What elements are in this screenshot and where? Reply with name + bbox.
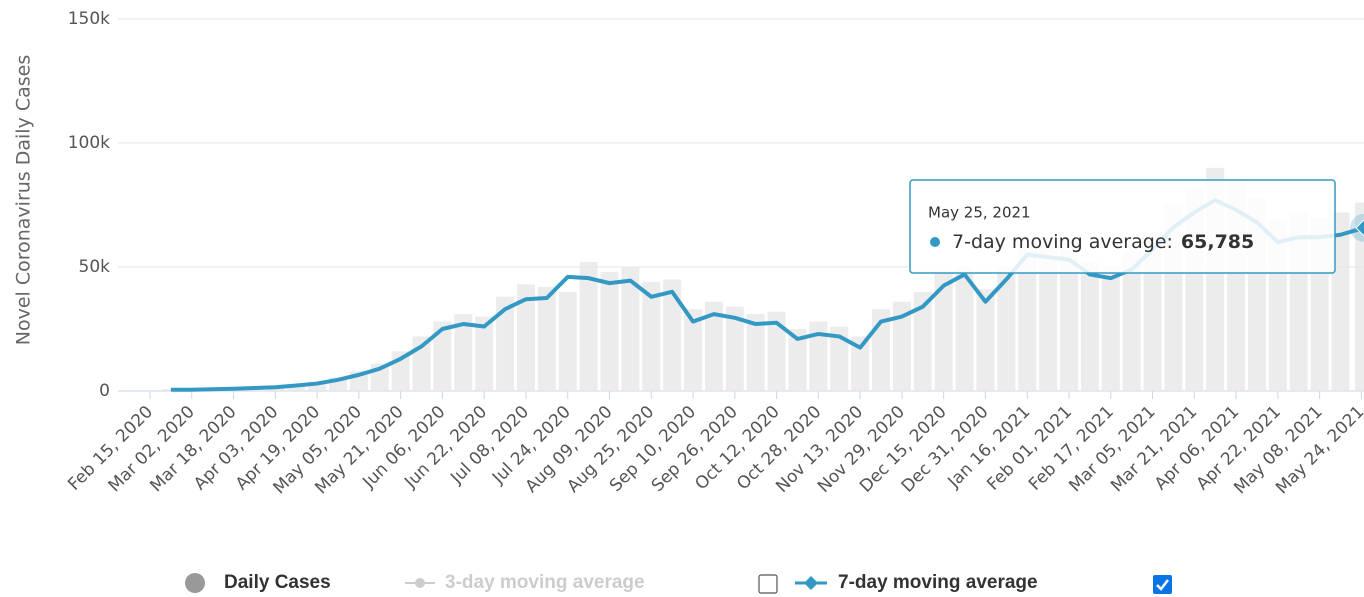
daily-bar bbox=[851, 336, 870, 391]
tooltip-box bbox=[909, 179, 1336, 274]
legend-check bbox=[1156, 579, 1169, 591]
daily-bar bbox=[496, 296, 515, 391]
daily-bar bbox=[1059, 249, 1078, 391]
daily-bar bbox=[537, 286, 556, 391]
legend-checkbox[interactable] bbox=[1153, 575, 1172, 594]
daily-bar bbox=[579, 262, 598, 391]
tooltip-dot bbox=[930, 237, 940, 247]
daily-bar bbox=[913, 291, 932, 391]
tooltip-value: 65,785 bbox=[1181, 231, 1254, 253]
daily-bar bbox=[788, 329, 807, 391]
daily-bar bbox=[1355, 202, 1364, 391]
tooltip-date: May 25, 2021 bbox=[928, 204, 1031, 222]
hover-marker bbox=[1355, 219, 1364, 237]
y-tick-label: 150k bbox=[68, 9, 110, 29]
y-tick-label: 100k bbox=[68, 133, 110, 153]
legend-checkbox[interactable] bbox=[758, 574, 778, 594]
daily-bar bbox=[830, 326, 849, 391]
legend-symbol bbox=[185, 573, 205, 593]
daily-bar bbox=[955, 267, 974, 391]
daily-bar bbox=[1101, 267, 1120, 391]
daily-bar bbox=[1018, 242, 1037, 391]
tooltip: May 25, 2021 7-day moving average: 65,785 bbox=[909, 179, 1336, 274]
y-tick-label: 0 bbox=[99, 381, 110, 401]
daily-bar bbox=[892, 301, 911, 391]
daily-bar bbox=[704, 301, 723, 391]
daily-bar bbox=[1122, 252, 1141, 391]
daily-bar bbox=[558, 291, 577, 391]
daily-bar bbox=[663, 279, 682, 391]
daily-bar bbox=[600, 271, 619, 391]
y-axis-title: Novel Coronavirus Daily Cases bbox=[13, 55, 35, 346]
legend-symbol bbox=[415, 578, 425, 588]
daily-bar bbox=[1080, 262, 1099, 391]
daily-bar bbox=[642, 281, 661, 391]
daily-bar bbox=[621, 267, 640, 391]
daily-bar bbox=[809, 321, 828, 391]
tooltip-line: 7-day moving average: 65,785 bbox=[952, 231, 1254, 253]
legend-item[interactable]: 3-day moving average bbox=[445, 572, 645, 593]
daily-bar bbox=[454, 314, 473, 391]
daily-bar bbox=[746, 314, 765, 391]
legend-item[interactable]: Daily Cases bbox=[224, 572, 331, 593]
daily-bar bbox=[997, 267, 1016, 391]
daily-bar bbox=[433, 321, 452, 391]
daily-bar bbox=[1331, 212, 1350, 391]
legend-item[interactable]: 7-day moving average bbox=[838, 572, 1038, 593]
daily-bar bbox=[934, 271, 953, 391]
daily-bar bbox=[308, 381, 327, 391]
daily-bar bbox=[725, 306, 744, 391]
legend-symbol bbox=[804, 576, 818, 590]
daily-bar bbox=[516, 284, 535, 391]
daily-bar bbox=[1039, 247, 1058, 391]
daily-bar bbox=[684, 309, 703, 391]
y-tick-label: 50k bbox=[79, 257, 111, 277]
daily-bar bbox=[475, 316, 494, 391]
daily-bar bbox=[767, 311, 786, 391]
tooltip-label: 7-day moving average: bbox=[952, 231, 1173, 253]
daily-bar bbox=[976, 289, 995, 391]
